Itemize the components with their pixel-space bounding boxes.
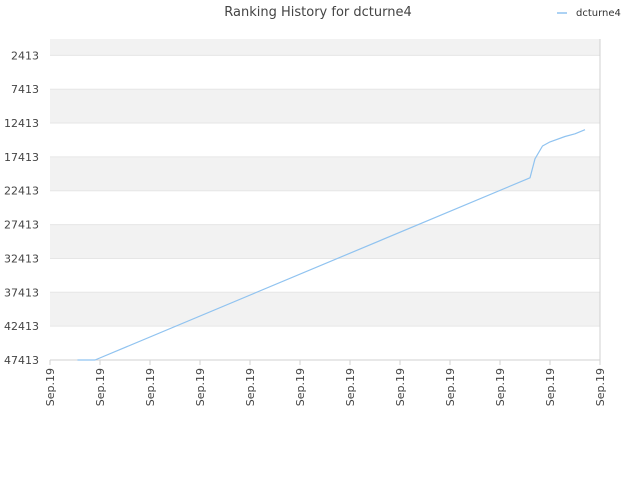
x-tick-label: Sep.19 <box>144 368 157 406</box>
y-tick-label: 27413 <box>4 219 39 232</box>
x-tick-label: Sep.19 <box>394 368 407 406</box>
x-tick-label: Sep.19 <box>544 368 557 406</box>
series-line-dcturne4 <box>77 129 586 361</box>
y-tick-label: 2413 <box>11 49 39 62</box>
legend-label: dcturne4 <box>576 8 621 19</box>
plot-band <box>50 326 600 360</box>
x-tick-label: Sep.19 <box>294 368 307 406</box>
y-tick-label: 12413 <box>4 117 39 130</box>
plot-band <box>50 224 600 259</box>
x-tick-label: Sep.19 <box>444 368 457 406</box>
x-tick-label: Sep.19 <box>94 368 107 406</box>
plot-band <box>50 190 600 225</box>
chart-title: Ranking History for dcturne4 <box>224 5 411 20</box>
x-tick-label: Sep.19 <box>594 368 607 406</box>
x-tick-label: Sep.19 <box>494 368 507 406</box>
y-tick-label: 37413 <box>4 286 39 299</box>
plot-bands <box>50 39 600 360</box>
plot-band <box>50 55 600 90</box>
y-tick-label: 7413 <box>11 83 39 96</box>
y-tick-label: 42413 <box>4 320 39 333</box>
series-layer <box>77 129 586 361</box>
y-tick-label: 32413 <box>4 252 39 265</box>
plot-band <box>50 292 600 327</box>
plot-band <box>50 39 600 56</box>
y-axis: 2413 7413 12413 17413 22413 27413 32413 37413 42… <box>4 49 39 367</box>
plot-band <box>50 156 600 191</box>
y-tick-label: 17413 <box>4 151 39 164</box>
chart-legend: dcturne4 <box>557 8 621 19</box>
x-tick-label: Sep.19 <box>194 368 207 406</box>
plot-band <box>50 123 600 157</box>
x-axis: Sep.19 Sep.19 Sep.19 Sep.19 Sep.19 Sep.19 Sep.… <box>44 360 607 406</box>
plot-band <box>50 89 600 124</box>
plot-grid <box>50 39 601 361</box>
x-tick-label: Sep.19 <box>44 368 57 406</box>
x-tick-label: Sep.19 <box>244 368 257 406</box>
y-tick-label: 22413 <box>4 185 39 198</box>
x-tick-label: Sep.19 <box>344 368 357 406</box>
y-tick-label: 47413 <box>4 354 39 367</box>
